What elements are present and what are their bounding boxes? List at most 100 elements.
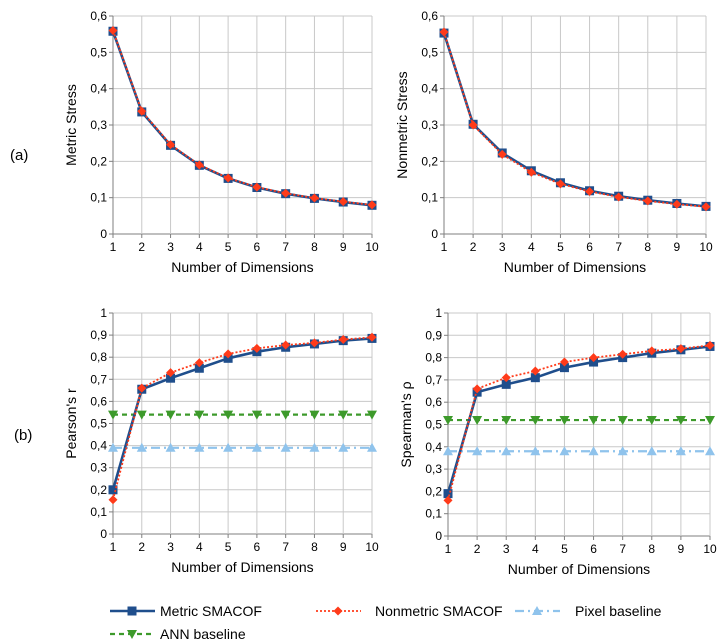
x-tick-label: 5 <box>225 540 232 554</box>
x-tick-label: 1 <box>110 240 117 254</box>
y-tick-label: 0 <box>100 227 107 241</box>
y-tick-label: 0,3 <box>90 461 107 475</box>
x-tick-label: 4 <box>532 542 539 556</box>
x-tick-label: 3 <box>499 240 506 254</box>
data-point-nonmetric <box>614 192 624 202</box>
x-tick-label: 1 <box>445 542 452 556</box>
x-tick-label: 6 <box>254 240 261 254</box>
data-point-nonmetric <box>676 344 686 354</box>
y-tick-label: 0,3 <box>421 118 438 132</box>
data-point-ann <box>223 410 234 420</box>
y-tick-label: 0,4 <box>425 440 442 454</box>
panel-label-b: (b) <box>14 427 32 444</box>
y-tick-label: 0,9 <box>90 328 107 342</box>
data-point-pixel <box>501 446 512 456</box>
x-tick-label: 6 <box>590 542 597 556</box>
y-tick-label: 0,1 <box>90 505 107 519</box>
data-point-pixel <box>705 446 715 456</box>
panel-label-a: (a) <box>10 147 28 164</box>
series-ann <box>443 416 715 426</box>
data-point-ann <box>675 416 686 426</box>
y-tick-label: 0,9 <box>425 328 442 342</box>
x-tick-label: 5 <box>557 240 564 254</box>
data-point-nonmetric <box>530 366 540 376</box>
y-tick-label: 1 <box>100 306 107 320</box>
data-point-nonmetric <box>367 332 377 342</box>
data-point-pixel <box>194 442 205 452</box>
data-point-nonmetric <box>526 167 536 177</box>
y-tick-label: 0,3 <box>425 462 442 476</box>
data-point-ann <box>194 410 205 420</box>
legend-label: Pixel baseline <box>575 603 662 619</box>
x-tick-label: 3 <box>167 540 174 554</box>
data-point-nonmetric <box>701 202 711 212</box>
data-point-ann <box>251 410 262 420</box>
x-tick-label: 4 <box>528 240 535 254</box>
data-point-nonmetric <box>194 358 204 368</box>
legend-item-metric: Metric SMACOF <box>110 603 262 619</box>
data-point-pixel <box>559 446 570 456</box>
x-tick-label: 8 <box>648 542 655 556</box>
x-axis-label: Number of Dimensions <box>171 559 313 575</box>
data-point-nonmetric <box>338 335 348 345</box>
data-point-nonmetric <box>223 349 233 359</box>
series-line-nonmetric <box>447 344 711 501</box>
data-point-ann <box>443 416 453 426</box>
y-tick-label: 0,2 <box>90 154 107 168</box>
x-tick-label: 8 <box>311 540 318 554</box>
data-point-nonmetric <box>252 343 262 353</box>
y-tick-label: 0 <box>435 529 442 543</box>
x-tick-label: 1 <box>441 240 448 254</box>
data-point-pixel <box>530 446 541 456</box>
x-tick-label: 5 <box>561 542 568 556</box>
data-point-nonmetric <box>108 26 118 36</box>
data-point-nonmetric <box>137 383 147 393</box>
series-line-nonmetric <box>112 336 373 500</box>
series-line-metric <box>111 337 373 491</box>
x-tick-label: 4 <box>196 540 203 554</box>
x-tick-label: 7 <box>615 240 622 254</box>
y-tick-label: 0,3 <box>90 118 107 132</box>
x-tick-label: 9 <box>340 240 347 254</box>
x-tick-label: 2 <box>470 240 477 254</box>
y-tick-label: 0,6 <box>90 394 107 408</box>
x-tick-label: 10 <box>365 540 379 554</box>
data-point-pixel <box>617 446 628 456</box>
x-tick-label: 6 <box>586 240 593 254</box>
y-tick-label: 0,4 <box>421 82 438 96</box>
legend-item-pixel: Pixel baseline <box>515 603 662 619</box>
y-tick-label: 0,2 <box>425 484 442 498</box>
series-line-nonmetric <box>443 31 707 208</box>
data-point-nonmetric <box>468 120 478 130</box>
x-tick-label: 4 <box>196 240 203 254</box>
x-tick-label: 8 <box>311 240 318 254</box>
data-point-ann <box>280 410 291 420</box>
x-axis-label: Number of Dimensions <box>504 259 646 275</box>
y-tick-label: 0,8 <box>90 350 107 364</box>
legend-label: Metric SMACOF <box>160 603 262 619</box>
x-tick-label: 3 <box>167 240 174 254</box>
data-point-nonmetric <box>618 349 628 359</box>
y-tick-label: 0,5 <box>421 45 438 59</box>
data-point-metric <box>108 485 118 495</box>
x-tick-label: 1 <box>110 540 117 554</box>
data-point-nonmetric <box>501 373 511 383</box>
data-point-pixel <box>646 446 657 456</box>
data-point-nonmetric <box>166 140 176 150</box>
data-point-nonmetric <box>194 160 204 170</box>
data-point-nonmetric <box>281 340 291 350</box>
chart-b-left: 0 0,1 0,2 0,3 0,4 0,5 0,6 0,7 0,8 0,9 1 1 2 3 4 5 6 7 8 9 10… <box>63 306 379 575</box>
series-line-metric <box>446 345 711 494</box>
x-tick-label: 8 <box>644 240 651 254</box>
chart-a-right: 0 0,1 0,2 0,3 0,4 0,5 0,6 1 2 3 4 5 6 7 8 9 10 Number of … <box>394 9 713 275</box>
y-tick-label: 0,6 <box>421 9 438 23</box>
data-point-pixel <box>136 442 147 452</box>
y-tick-label: 0,6 <box>425 395 442 409</box>
data-point-ann <box>705 416 715 426</box>
x-tick-label: 9 <box>678 542 685 556</box>
x-tick-label: 7 <box>619 542 626 556</box>
data-point-pixel <box>309 442 320 452</box>
legend: Metric SMACOF Nonmetric SMACOF Pixel basel… <box>110 603 662 642</box>
data-point-ann <box>136 410 147 420</box>
